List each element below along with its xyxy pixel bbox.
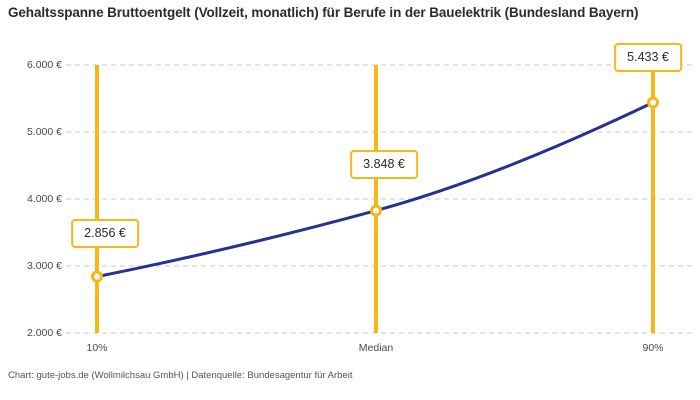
chart-title: Gehaltsspanne Bruttoentgelt (Vollzeit, m…: [8, 5, 639, 20]
data-line: [95, 101, 655, 279]
y-tick-label-2000: 2.000 €: [26, 327, 62, 339]
y-tick-label-5000: 5.000 €: [26, 126, 62, 138]
value-label-median: 3.848 €: [350, 150, 418, 179]
data-point-markers: [91, 96, 659, 283]
value-label-p10: 2.856 €: [71, 219, 139, 248]
annotation-stems: [95, 65, 655, 333]
x-tick-label-p90: 90%: [642, 342, 664, 354]
x-tick-label-p10: 10%: [86, 342, 108, 354]
y-tick-label-3000: 3.000 €: [26, 260, 62, 272]
x-tick-label-median: Median: [358, 342, 394, 354]
y-tick-label-4000: 4.000 €: [26, 193, 62, 205]
value-label-p90: 5.433 €: [614, 43, 682, 72]
y-tick-label-6000: 6.000 €: [26, 59, 62, 71]
chart-source-note: Chart: gute-jobs.de (Wollmilchsau GmbH) …: [8, 370, 353, 381]
gridlines: [66, 64, 692, 334]
